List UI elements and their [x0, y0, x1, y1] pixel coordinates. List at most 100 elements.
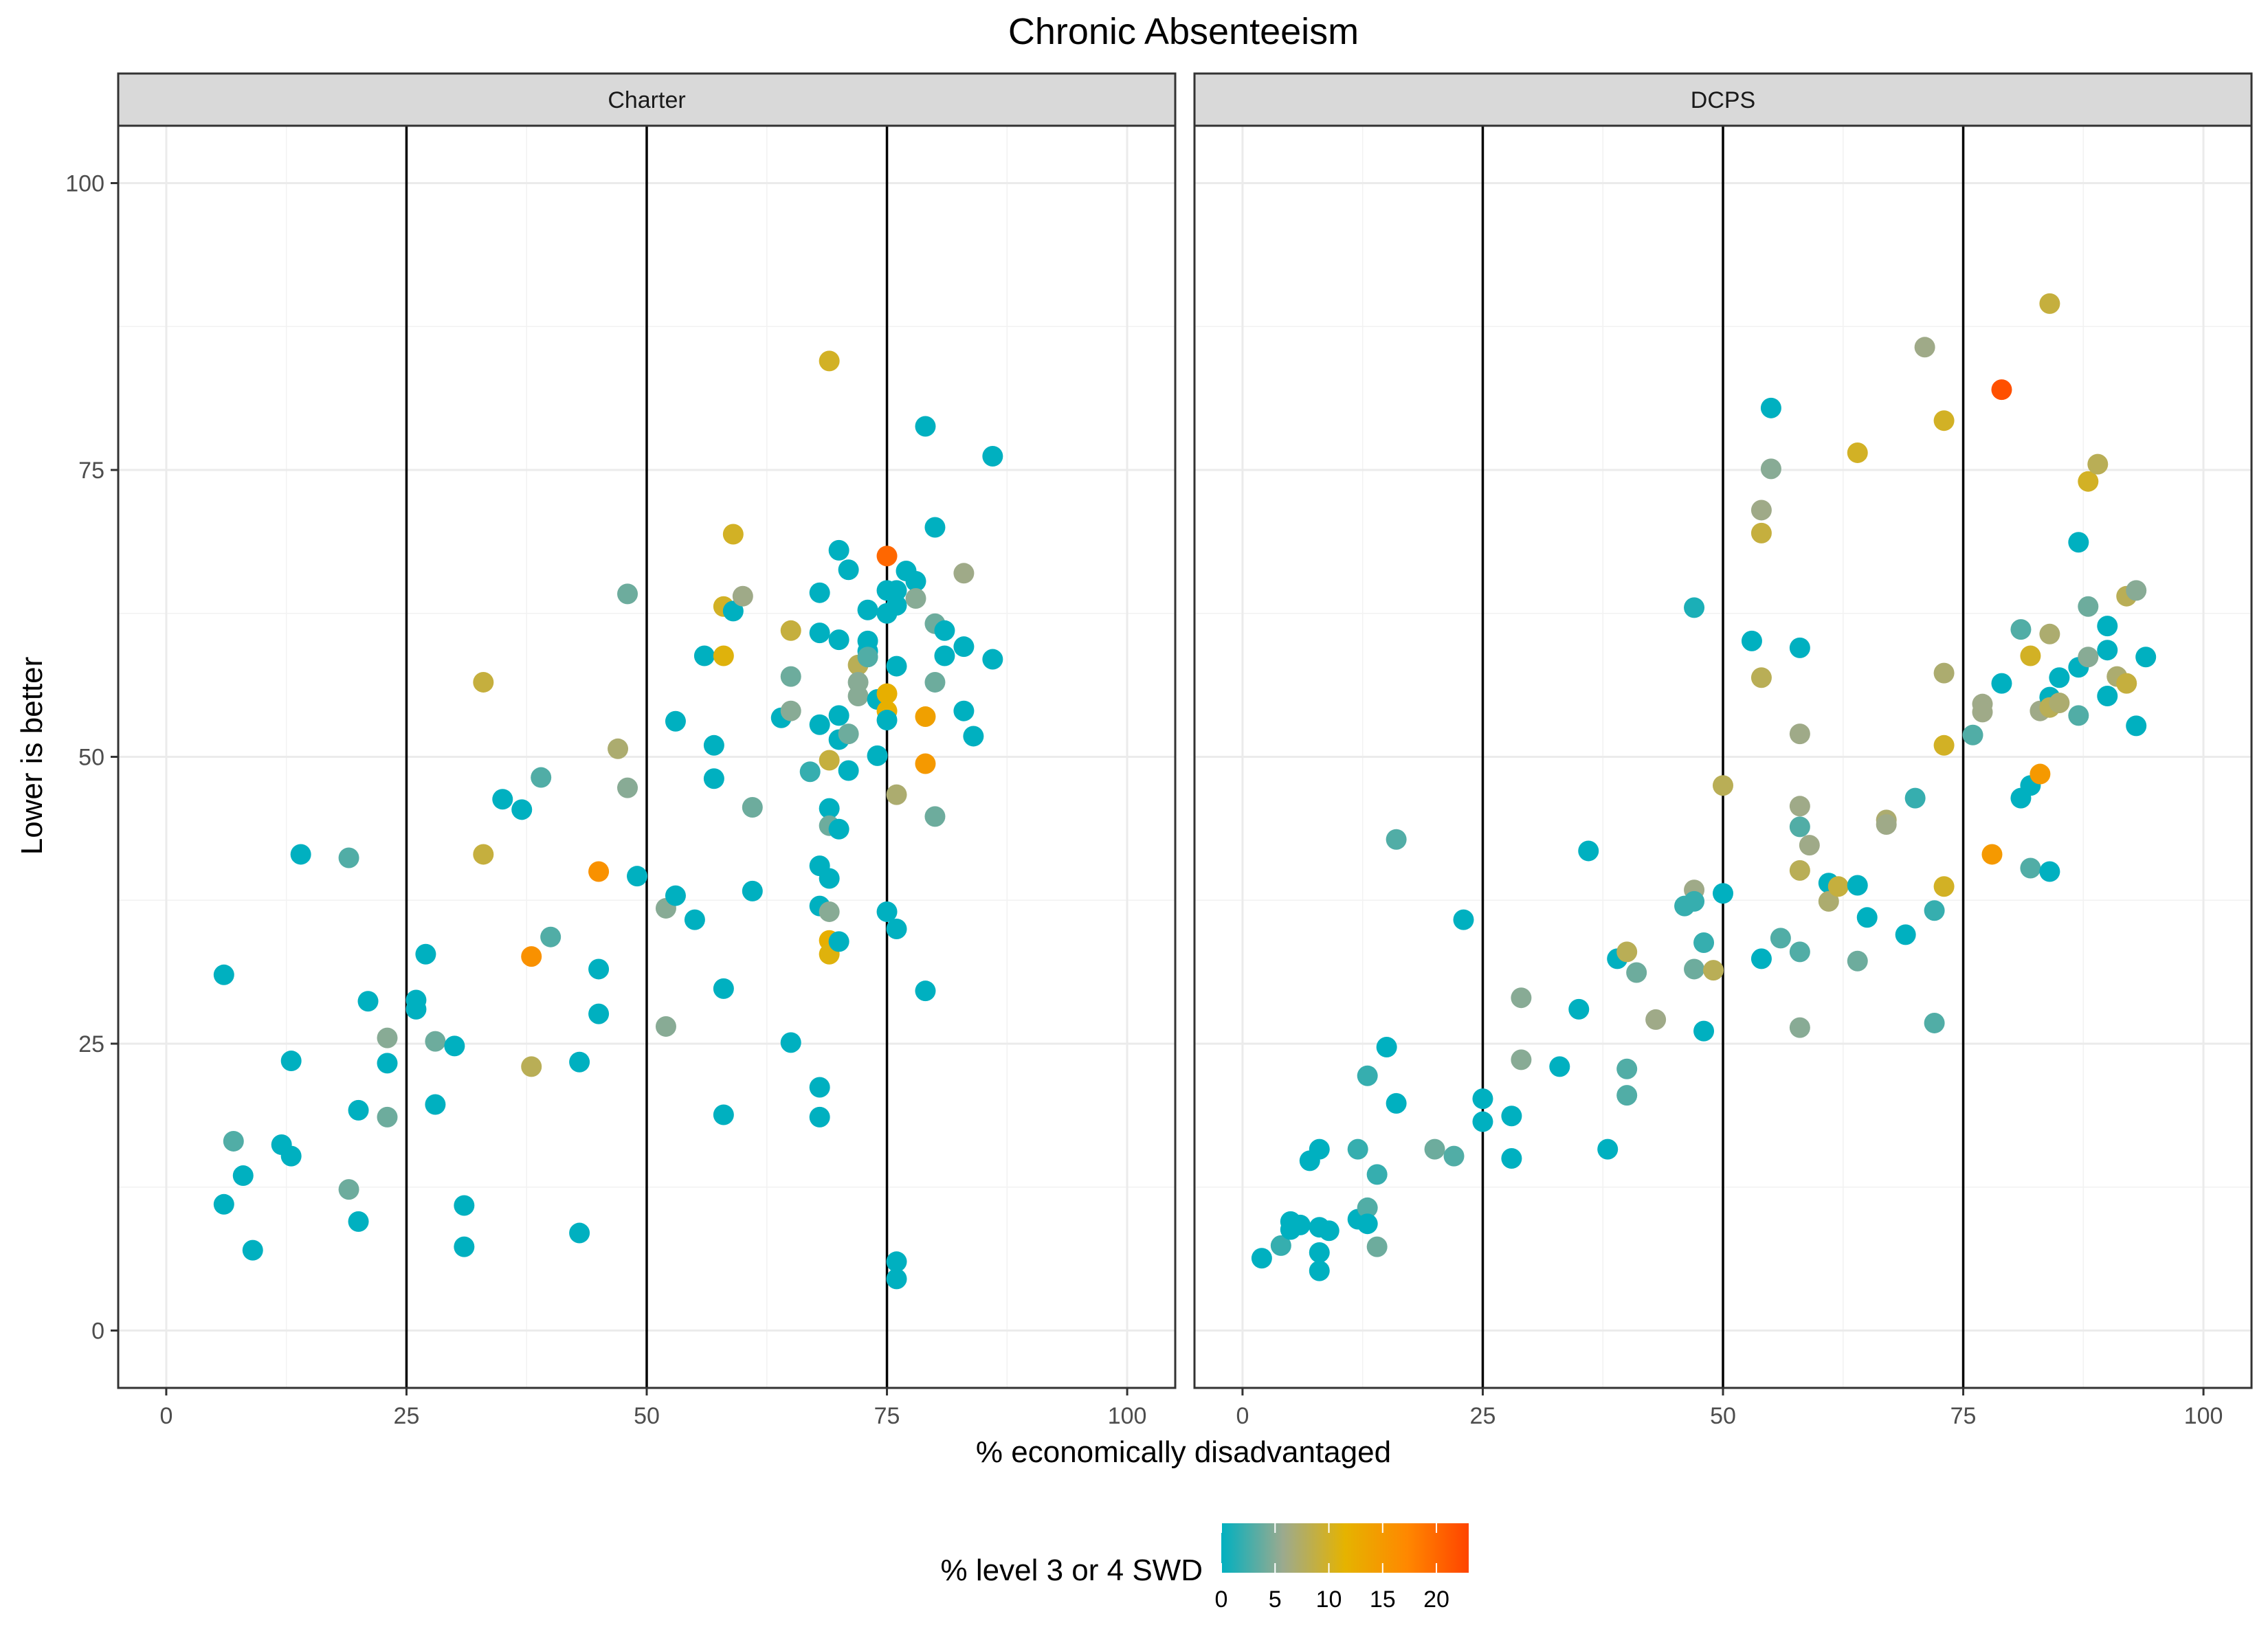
- legend-tick-label: 0: [1215, 1586, 1228, 1613]
- x-tick-label: 0: [1236, 1403, 1249, 1429]
- data-point: [405, 998, 427, 1020]
- panel-charter: Charter 0 25 50 75 100 0 25 50 75 100: [65, 72, 1177, 1429]
- y-tick-label: 0: [91, 1319, 104, 1345]
- data-point: [665, 885, 686, 906]
- data-point: [703, 768, 724, 789]
- data-point: [799, 761, 821, 783]
- data-point: [1703, 960, 1724, 981]
- legend-tick-label: 5: [1269, 1586, 1282, 1613]
- data-point: [569, 1222, 590, 1244]
- data-point: [732, 585, 753, 607]
- panels: Charter 0 25 50 75 100 0 25 50 75 100 DCPS 0 25 50 75 10…: [65, 72, 2253, 1429]
- data-point: [809, 582, 830, 603]
- data-point: [2039, 861, 2060, 882]
- data-point: [1578, 840, 1599, 862]
- data-point: [1750, 500, 1772, 521]
- data-point: [665, 710, 686, 732]
- data-point: [588, 1003, 610, 1024]
- data-point: [1856, 907, 1878, 928]
- legend-tick-label: 15: [1370, 1586, 1396, 1613]
- data-point: [1789, 816, 1810, 838]
- data-point: [2078, 471, 2099, 492]
- data-point: [280, 1145, 302, 1167]
- data-point: [780, 620, 801, 641]
- data-point: [838, 760, 859, 781]
- data-point: [492, 789, 513, 810]
- data-point: [1972, 702, 1993, 723]
- data-point: [809, 1077, 830, 1098]
- data-point: [713, 978, 734, 999]
- legend-ticks: 0 5 10 15 20: [1215, 1523, 1449, 1613]
- legend-tick-label: 10: [1316, 1586, 1342, 1613]
- data-point: [223, 1130, 244, 1152]
- x-tick-label: 50: [634, 1403, 660, 1429]
- data-point: [1366, 1236, 1388, 1257]
- chart-title: Chronic Absenteeism: [1008, 11, 1359, 52]
- y-tick-label: 50: [78, 745, 104, 771]
- data-point: [1789, 723, 1810, 745]
- data-point: [242, 1239, 263, 1261]
- data-point: [1357, 1213, 1378, 1235]
- data-point: [1789, 1017, 1810, 1038]
- data-point: [213, 964, 234, 985]
- data-point: [1799, 835, 1820, 856]
- data-point: [838, 559, 859, 581]
- data-point: [1981, 844, 2003, 865]
- data-point: [521, 946, 542, 967]
- panel-strip-label: DCPS: [1691, 87, 1755, 113]
- data-point: [2078, 647, 2099, 668]
- data-point: [934, 645, 955, 666]
- data-point: [915, 980, 936, 1002]
- data-point: [377, 1027, 398, 1048]
- data-point: [1511, 987, 1532, 1009]
- data-point: [1991, 379, 2012, 401]
- data-point: [1818, 890, 1839, 912]
- data-points: [1251, 293, 2157, 1281]
- x-tick-label: 75: [1950, 1403, 1977, 1429]
- data-point: [1511, 1049, 1532, 1070]
- data-point: [924, 671, 946, 693]
- data-point: [1309, 1242, 1330, 1263]
- data-point: [280, 1051, 302, 1072]
- data-point: [1347, 1138, 1368, 1160]
- data-point: [809, 1106, 830, 1128]
- data-point: [1914, 337, 1935, 358]
- data-point: [1626, 962, 1647, 983]
- data-point: [1357, 1197, 1378, 1218]
- data-point: [444, 1035, 465, 1057]
- data-point: [627, 866, 648, 887]
- data-point: [348, 1099, 369, 1121]
- data-point: [1597, 1138, 1619, 1160]
- data-point: [1616, 941, 1638, 963]
- data-point: [1760, 458, 1781, 480]
- panel-strip: [117, 72, 1177, 127]
- data-point: [415, 943, 436, 965]
- y-tick-label: 100: [65, 171, 104, 197]
- data-point: [1376, 1037, 1397, 1058]
- data-point: [886, 1268, 907, 1290]
- data-point: [722, 524, 744, 545]
- data-point: [1472, 1111, 1493, 1132]
- data-point: [886, 655, 907, 677]
- data-point: [1472, 1088, 1493, 1110]
- data-point: [1366, 1164, 1388, 1185]
- data-point: [905, 570, 926, 592]
- data-point: [1684, 890, 1705, 912]
- data-point: [473, 671, 494, 693]
- data-point: [2010, 619, 2032, 640]
- data-point: [2097, 616, 2118, 637]
- data-point: [377, 1053, 398, 1074]
- data-point: [924, 806, 946, 827]
- data-point: [2049, 667, 2070, 688]
- data-point: [1904, 787, 1926, 809]
- data-point: [2135, 647, 2157, 668]
- data-point: [722, 601, 744, 622]
- data-point: [1847, 950, 1868, 972]
- data-point: [2068, 705, 2089, 726]
- data-point: [213, 1193, 234, 1215]
- y-tick-label: 75: [78, 458, 104, 484]
- data-point: [1424, 1138, 1445, 1160]
- data-point: [473, 844, 494, 865]
- data-point: [2116, 673, 2137, 694]
